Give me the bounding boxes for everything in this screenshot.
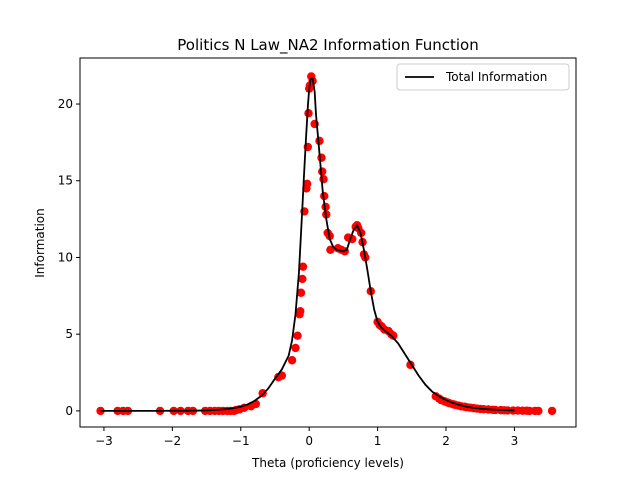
x-tick-label: 3 [511, 434, 519, 448]
chart-title: Politics N Law_NA2 Information Function [177, 36, 478, 55]
scatter-point [304, 109, 313, 118]
scatter-point [296, 306, 305, 316]
scatter-point [547, 406, 557, 416]
scatter-point [296, 288, 306, 297]
x-tick-label: 0 [305, 434, 313, 448]
x-axis: −3 −2 −1 0 1 2 3 [95, 427, 518, 448]
legend-box [396, 63, 570, 91]
y-axis-label: Information [33, 208, 47, 277]
y-axis: 0 5 10 15 20 [58, 97, 80, 418]
scatter-point [293, 331, 302, 340]
y-tick-label: 15 [58, 174, 73, 188]
scatter-point [317, 167, 327, 176]
y-tick-label: 0 [65, 404, 73, 418]
y-tick-label: 5 [65, 327, 73, 341]
scatter-point [389, 331, 398, 340]
x-tick-label: −3 [95, 434, 113, 448]
scatter-point [291, 343, 300, 353]
x-tick-label: 1 [374, 434, 382, 448]
scatter-point [298, 274, 307, 284]
x-tick-label: −2 [164, 434, 182, 448]
legend-entry-total-information: Total Information [445, 70, 547, 84]
y-tick-label: 20 [58, 97, 73, 111]
scatter-point [302, 179, 312, 189]
x-tick-label: −1 [232, 434, 250, 448]
series-layer [96, 72, 557, 416]
x-tick-label: 2 [442, 434, 450, 448]
plot-frame [79, 57, 577, 428]
scatter-point [287, 356, 297, 365]
legend: Total Information [396, 63, 570, 91]
y-tick-label: 10 [58, 250, 73, 264]
x-axis-label: Theta (proficiency levels) [251, 456, 404, 470]
series-line-total-information [100, 77, 515, 412]
scatter-point [298, 262, 308, 271]
plot-area: −3 −2 −1 0 1 2 3 0 5 10 15 20 [58, 57, 577, 448]
scatter-point [534, 406, 543, 416]
scatter-point [326, 245, 335, 254]
scatter-point [317, 153, 326, 162]
